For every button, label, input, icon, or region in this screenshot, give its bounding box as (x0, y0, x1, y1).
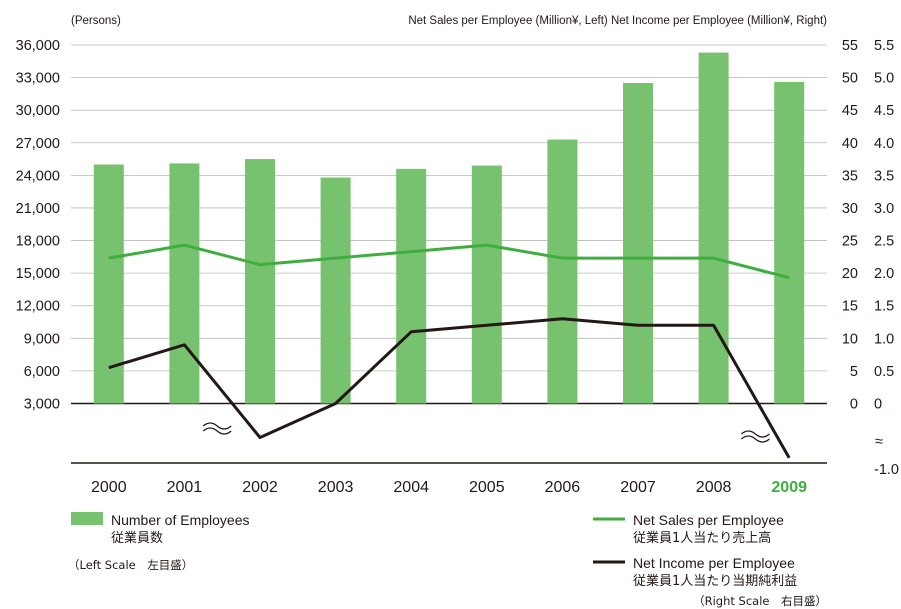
x-tick-label: 2004 (393, 479, 429, 496)
line-break-mark (741, 430, 770, 438)
left-tick-label: 30,000 (16, 103, 60, 119)
right-tick-label: 2.5 (874, 234, 894, 250)
right-tick-label: 4.5 (874, 103, 894, 119)
mid-tick-label: 15 (842, 299, 858, 315)
left-tick-label: 36,000 (16, 38, 60, 54)
left-tick-label: 33,000 (16, 71, 60, 87)
right-tick-label: 0.5 (874, 364, 894, 380)
right-tick-label: 3.0 (874, 201, 894, 217)
mid-tick-label: 35 (842, 168, 858, 184)
right-unit-label: Net Sales per Employee (Million¥, Left) … (408, 15, 827, 27)
left-tick-label: 18,000 (16, 234, 60, 250)
legend-label-sales: Net Sales per Employee (633, 512, 784, 528)
mid-tick-label: 20 (842, 266, 858, 282)
bar-employees (623, 83, 653, 404)
right-tick-label: 4.0 (874, 136, 894, 152)
left-tick-label: 9,000 (24, 331, 60, 347)
bar-employees (547, 139, 578, 404)
bar-employees (320, 177, 351, 404)
bar-employees (245, 159, 275, 404)
left-tick-label: 6,000 (24, 364, 60, 380)
mid-tick-label: 0 (850, 397, 858, 413)
mid-tick-label: 25 (842, 234, 858, 250)
left-tick-label: 24,000 (16, 168, 60, 184)
legend-label-sales-jp: 従業員1人当たり売上高 (633, 530, 771, 546)
right-tick-label: 0 (874, 397, 882, 413)
line-break-mark (741, 435, 770, 443)
legend-swatch-employees (71, 512, 103, 525)
bar-employees (169, 163, 200, 404)
x-tick-label: 2000 (91, 479, 127, 496)
mid-tick-label: 40 (842, 136, 858, 152)
x-tick-label: 2008 (696, 479, 732, 496)
mid-tick-label: 30 (842, 201, 858, 217)
right-tick-label: -1.0 (874, 462, 899, 478)
line-break-mark (202, 422, 232, 430)
x-tick-label: 2006 (545, 479, 581, 496)
legend-label-income-jp: 従業員1人当たり当期純利益 (633, 573, 797, 589)
left-unit-label: (Persons) (71, 15, 121, 27)
line-net-income (108, 317, 791, 459)
bar-employees (698, 52, 729, 404)
legend: Number of Employees 従業員数 （Left Scale 左目盛… (68, 512, 827, 608)
legend-label-income: Net Income per Employee (633, 555, 795, 571)
line-series (108, 243, 791, 459)
right-tick-label: 2.0 (874, 266, 894, 282)
x-tick-label: 2005 (469, 479, 505, 496)
left-tick-label: 3,000 (24, 397, 60, 413)
x-tick-label: 2003 (318, 479, 354, 496)
mid-tick-label: 5 (850, 364, 858, 380)
bar-employees (396, 168, 427, 404)
legend-label-employees-jp: 従業員数 (111, 530, 163, 546)
axis-break-symbol: ≈ (875, 434, 883, 450)
right-tick-label: 1.5 (874, 299, 894, 315)
x-tick-label: 2002 (242, 479, 278, 496)
x-tick-label: 2007 (620, 479, 656, 496)
line-net-sales (108, 243, 790, 280)
legend-label-employees: Number of Employees (111, 512, 250, 528)
mid-tick-label: 45 (842, 103, 858, 119)
left-tick-label: 15,000 (16, 266, 60, 282)
mid-tick-label: 50 (842, 71, 858, 87)
left-tick-label: 12,000 (16, 299, 60, 315)
right-tick-label: 3.5 (874, 168, 894, 184)
right-tick-label: 5.5 (874, 38, 894, 54)
right-tick-label: 5.0 (874, 71, 894, 87)
x-tick-label: 2009 (771, 479, 807, 496)
left-tick-label: 27,000 (16, 136, 60, 152)
mid-tick-label: 55 (842, 38, 858, 54)
right-tick-label: 1.0 (874, 331, 894, 347)
bar-series (93, 52, 805, 404)
mid-tick-label: 10 (842, 331, 858, 347)
x-tick-label: 2001 (167, 479, 203, 496)
right-scale-note: （Right Scale 右目盛） (693, 594, 827, 608)
axes: 36,000 33,000 30,000 27,000 24,000 21,000 18,0… (16, 38, 899, 496)
bar-employees (471, 165, 502, 404)
bar-employees (774, 81, 805, 404)
line-break-mark (202, 427, 232, 435)
left-tick-label: 21,000 (16, 201, 60, 217)
left-scale-note: （Left Scale 左目盛） (68, 558, 193, 572)
